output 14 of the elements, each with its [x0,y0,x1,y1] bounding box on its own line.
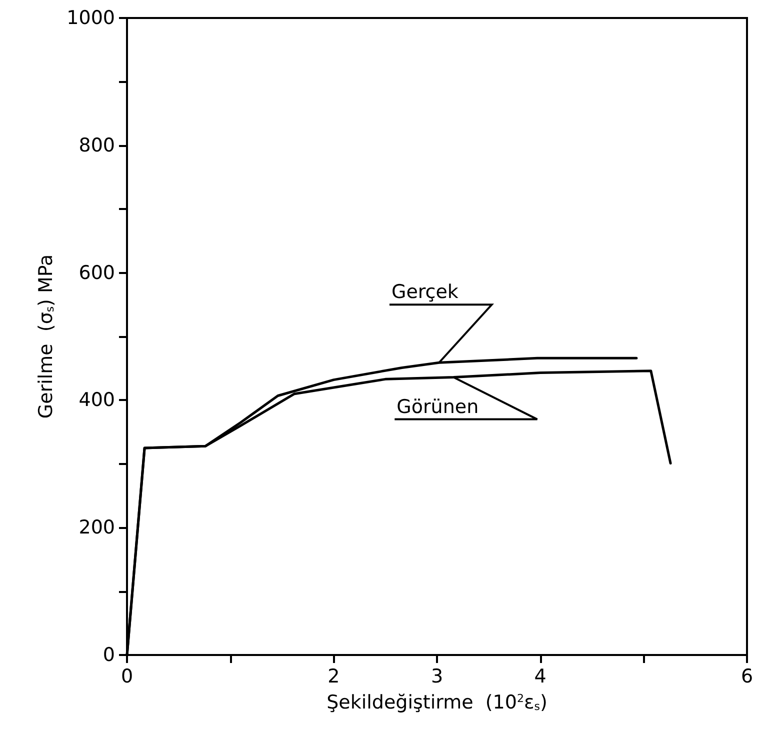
x-tick-label: 2 [328,666,340,688]
x-tick-label: 0 [120,666,134,688]
y-axis-title: Gerilme (σs) MPa [35,254,58,419]
series-label: Görünen [396,396,479,418]
y-tick-label: 800 [78,134,115,156]
x-tick-label: 4 [534,666,546,688]
text: Gerçek [391,281,458,304]
x-tick-label: 6 [740,666,754,688]
y-tick-label: 0 [102,644,115,666]
x-tick-label: 3 [430,666,444,688]
y-tick-label: 200 [78,516,115,539]
y-tick-label: 1000 [66,7,115,29]
y-tick-label: 400 [78,389,115,412]
y-tick-label: 600 [78,262,115,284]
